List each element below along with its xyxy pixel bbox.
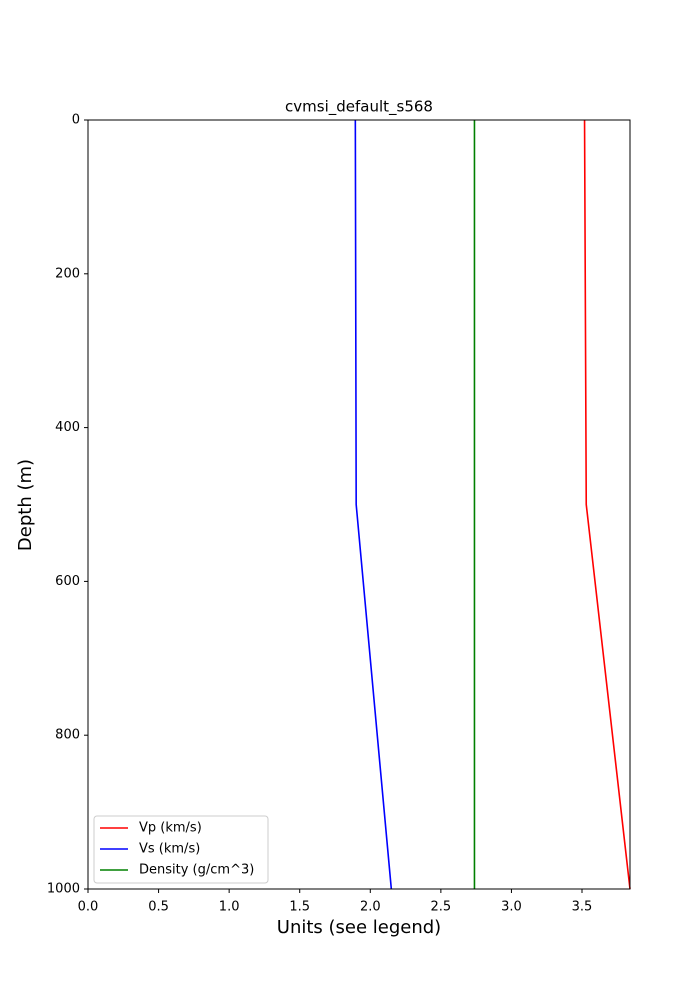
x-tick-label: 1.0	[219, 900, 240, 915]
x-tick-label: 3.0	[501, 900, 522, 915]
x-tick-label: 2.0	[360, 900, 381, 915]
x-tick-label: 0.5	[148, 900, 169, 915]
y-tick-label: 600	[55, 574, 80, 589]
series-line	[583, 119, 631, 890]
x-tick-label: 1.5	[289, 900, 310, 915]
y-tick-label: 200	[55, 266, 80, 281]
plot-frame	[87, 119, 631, 890]
chart-title: cvmsi_default_s568	[285, 98, 433, 117]
y-tick-label: 0	[72, 113, 80, 128]
y-tick-label: 400	[55, 420, 80, 435]
series-line	[354, 119, 393, 890]
x-tick-label: 2.5	[431, 900, 452, 915]
y-tick-label: 800	[55, 728, 80, 743]
y-axis-label: Depth (m)	[15, 459, 36, 551]
legend-label: Vp (km/s)	[139, 821, 202, 836]
x-tick-label: 0.0	[78, 900, 99, 915]
x-tick-label: 3.5	[572, 900, 593, 915]
y-tick-label: 1000	[47, 882, 80, 897]
legend-label: Density (g/cm^3)	[139, 863, 254, 878]
legend-label: Vs (km/s)	[139, 842, 200, 857]
legend-box	[93, 815, 269, 884]
x-axis-label: Units (see legend)	[277, 917, 441, 938]
